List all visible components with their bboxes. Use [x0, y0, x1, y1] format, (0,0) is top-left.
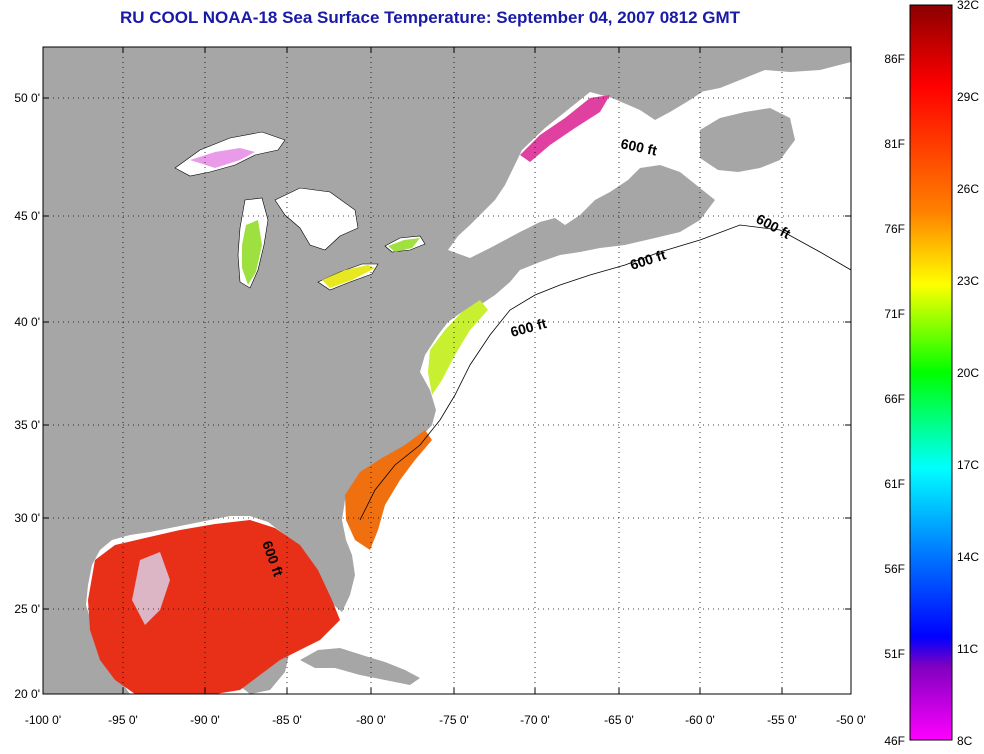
colorbar-fahrenheit-label: 81F	[884, 137, 905, 151]
lon-label: -100 0'	[25, 713, 61, 727]
lat-label: 25 0'	[14, 602, 40, 616]
shelf-contour-600ft	[359, 224, 851, 521]
lon-label: -90 0'	[190, 713, 220, 727]
map-title: RU COOL NOAA-18 Sea Surface Temperature:…	[119, 8, 741, 27]
lat-label: 50 0'	[14, 91, 40, 105]
land-nova-scotia	[575, 195, 672, 246]
lake-huron	[274, 187, 359, 251]
colorbar-fahrenheit-label: 51F	[884, 647, 905, 661]
lat-label: 35 0'	[14, 418, 40, 432]
lon-label: -85 0'	[272, 713, 302, 727]
land-cuba	[300, 648, 420, 685]
lon-label: -80 0'	[356, 713, 386, 727]
sst-shelf-midatlantic	[428, 300, 488, 395]
lat-label: 45 0'	[14, 209, 40, 223]
lon-label: -60 0'	[685, 713, 715, 727]
colorbar-celsius-label: 29C	[957, 90, 979, 104]
lon-label: -50 0'	[836, 713, 866, 727]
lon-label: -65 0'	[604, 713, 634, 727]
colorbar-celsius-label: 14C	[957, 550, 979, 564]
lon-label: -95 0'	[108, 713, 138, 727]
colorbar-labels: 32C 29C 26C 23C 20C 17C 14C 11C 8C 86F 81F 76F 71F 66…	[884, 0, 979, 748]
colorbar-fahrenheit-label: 61F	[884, 477, 905, 491]
lon-label: -70 0'	[520, 713, 550, 727]
colorbar-fahrenheit-label: 56F	[884, 562, 905, 576]
colorbar-celsius-label: 32C	[957, 0, 979, 12]
sst-lake-michigan	[242, 220, 262, 285]
land-newfoundland	[700, 108, 795, 172]
colorbar-fahrenheit-label: 71F	[884, 307, 905, 321]
colorbar-fahrenheit-label: 86F	[884, 52, 905, 66]
colorbar-celsius-label: 11C	[957, 642, 978, 656]
colorbar-celsius-label: 26C	[957, 182, 979, 196]
land-labrador	[640, 47, 851, 102]
colorbar-celsius-label: 17C	[957, 458, 979, 472]
colorbar	[909, 4, 953, 741]
map-content	[43, 47, 851, 694]
colorbar-fahrenheit-label: 46F	[884, 734, 905, 748]
sst-lake-ontario	[388, 238, 420, 252]
lon-label: -55 0'	[767, 713, 797, 727]
lat-label: 40 0'	[14, 315, 40, 329]
plot-border	[42, 46, 852, 695]
sst-gulf-of-st-lawrence	[520, 95, 610, 162]
land-north-america	[43, 47, 810, 694]
sst-gulf-cloud-patches	[132, 552, 170, 625]
colorbar-celsius-label: 23C	[957, 274, 979, 288]
lat-label: 20 0'	[14, 687, 40, 701]
colorbar-fahrenheit-label: 76F	[884, 222, 905, 236]
longitude-axis: -100 0' -95 0' -90 0' -85 0' -80 0' -75 0' -70…	[25, 47, 866, 727]
sst-lake-erie	[322, 265, 375, 288]
colorbar-celsius-label: 20C	[957, 366, 979, 380]
lat-label: 30 0'	[14, 511, 40, 525]
sst-lake-superior	[190, 148, 255, 168]
contour-label-newfoundland: 600 ft	[619, 135, 658, 158]
lon-label: -75 0'	[439, 713, 469, 727]
sst-shelf-carolina	[345, 430, 432, 550]
colorbar-fahrenheit-label: 66F	[884, 392, 905, 406]
colorbar-celsius-label: 8C	[957, 734, 973, 748]
latitude-axis: 50 0' 45 0' 40 0' 35 0' 30 0' 25 0' 20 0'	[14, 91, 851, 701]
